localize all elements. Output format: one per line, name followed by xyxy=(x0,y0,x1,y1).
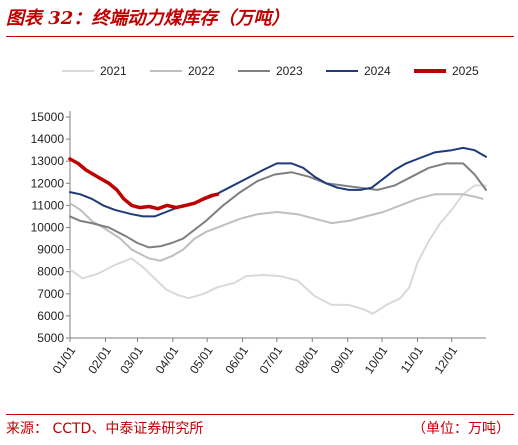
x-tick-label: 05/01 xyxy=(187,343,216,376)
legend-swatch xyxy=(238,70,270,72)
x-tick-label: 03/01 xyxy=(117,343,146,376)
series-line-2025 xyxy=(68,157,220,211)
y-tick-label: 11000 xyxy=(32,198,65,212)
x-tick-label: 09/01 xyxy=(327,343,356,376)
x-tick-label: 08/01 xyxy=(292,343,321,376)
y-tick-label: 14000 xyxy=(31,132,65,146)
line-chart: 5000 6000 7000 8000 9000 10000 11000 12000 13000… xyxy=(31,110,487,376)
series-line-2023 xyxy=(69,162,487,249)
legend-item-2025: 2025 xyxy=(414,64,502,78)
x-tick-label: 10/01 xyxy=(362,343,391,376)
legend-item-2022: 2022 xyxy=(150,64,238,78)
series-line-2024 xyxy=(69,146,487,218)
source-note: 来源： CCTD、中泰证券研究所 xyxy=(6,421,204,437)
title-divider xyxy=(6,36,514,37)
chart-legend: 2021 2022 2023 2024 2025 xyxy=(62,64,502,78)
x-tick-label: 06/01 xyxy=(222,343,251,376)
figure-title: 图表 32：终端动力煤库存（万吨） xyxy=(6,8,290,29)
y-tick-label: 5000 xyxy=(37,331,64,345)
y-tick-label: 7000 xyxy=(37,287,64,301)
y-tick-label: 13000 xyxy=(31,154,65,168)
x-tick-label: 12/01 xyxy=(431,343,460,376)
unit-note: （单位：万吨） xyxy=(412,421,510,437)
legend-item-2024: 2024 xyxy=(326,64,414,78)
legend-swatch xyxy=(62,70,94,72)
legend-label: 2025 xyxy=(452,64,479,78)
x-tick-label: 11/01 xyxy=(398,343,426,375)
legend-label: 2024 xyxy=(364,64,391,78)
legend-label: 2022 xyxy=(188,64,215,78)
y-tick-label: 12000 xyxy=(31,176,65,190)
footer-divider xyxy=(6,414,514,415)
x-tick-label: 01/01 xyxy=(50,343,79,376)
y-tick-label: 9000 xyxy=(37,243,64,257)
x-tick-label: 04/01 xyxy=(153,343,182,376)
y-tick-label: 10000 xyxy=(31,221,65,235)
legend-item-2021: 2021 xyxy=(62,64,150,78)
legend-swatch xyxy=(150,70,182,72)
legend-label: 2023 xyxy=(276,64,303,78)
series-line-2021 xyxy=(69,184,487,315)
legend-swatch xyxy=(326,70,358,72)
legend-label: 2021 xyxy=(100,64,127,78)
legend-item-2023: 2023 xyxy=(238,64,326,78)
series-line-2022 xyxy=(69,193,484,262)
x-tick-label: 07/01 xyxy=(257,343,286,376)
y-tick-label: 6000 xyxy=(37,309,64,323)
legend-swatch xyxy=(414,69,446,73)
x-tick-label: 02/01 xyxy=(85,343,114,376)
y-tick-label: 8000 xyxy=(37,265,64,279)
y-tick-label: 15000 xyxy=(31,110,65,124)
